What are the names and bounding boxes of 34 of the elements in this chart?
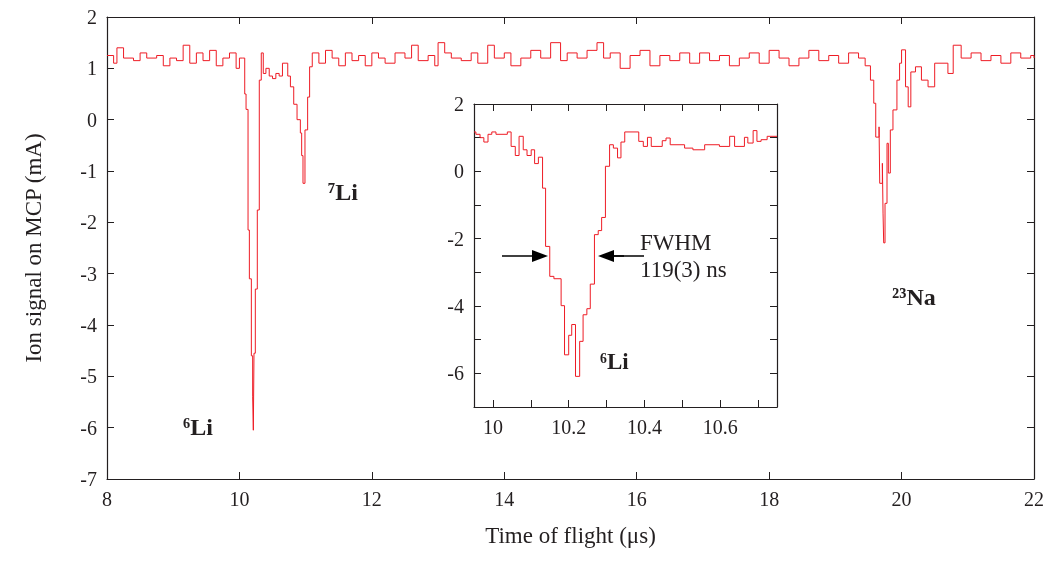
x-tick-label: 10.4 (626, 416, 662, 438)
y-tick-label: -3 (80, 262, 97, 285)
y-tick-label: 0 (87, 108, 97, 131)
y-tick-label: -1 (80, 160, 97, 182)
y-tick-label: 1 (87, 57, 97, 80)
y-axis-title: Ion signal on MCP (mA) (21, 133, 46, 363)
annotation: ⁶Li (183, 414, 214, 440)
x-axis-title: Time of flight (μs) (485, 523, 656, 548)
x-tick-label: 8 (102, 488, 112, 510)
annotation: ⁶Li (600, 348, 630, 374)
x-tick-label: 12 (361, 488, 382, 510)
y-tick-label: 2 (454, 93, 464, 115)
annotation: ²³Na (892, 284, 936, 310)
x-tick-label: 10.2 (551, 416, 587, 438)
y-tick-label: -4 (447, 295, 464, 317)
y-tick-label: -6 (80, 416, 97, 439)
x-tick-label: 10.6 (702, 416, 738, 438)
x-tick-label: 16 (626, 488, 647, 510)
annotation: FWHM 119(3) ns (640, 230, 727, 282)
y-tick-label: 2 (87, 6, 97, 28)
y-tick-label: -7 (80, 468, 97, 490)
x-tick-label: 10 (482, 416, 503, 438)
x-tick-label: 18 (759, 488, 780, 510)
y-tick-label: -4 (80, 314, 97, 336)
y-tick-label: -6 (447, 362, 464, 385)
x-tick-label: 20 (891, 488, 912, 510)
y-tick-label: 0 (454, 160, 464, 183)
x-tick-label: 14 (494, 488, 515, 510)
y-tick-label: -5 (80, 365, 97, 388)
y-tick-label: -2 (447, 227, 464, 250)
x-tick-label: 22 (1024, 488, 1044, 510)
y-tick-label: -2 (80, 211, 97, 234)
x-tick-label: 10 (229, 488, 250, 510)
annotation: ⁷Li (328, 179, 359, 205)
